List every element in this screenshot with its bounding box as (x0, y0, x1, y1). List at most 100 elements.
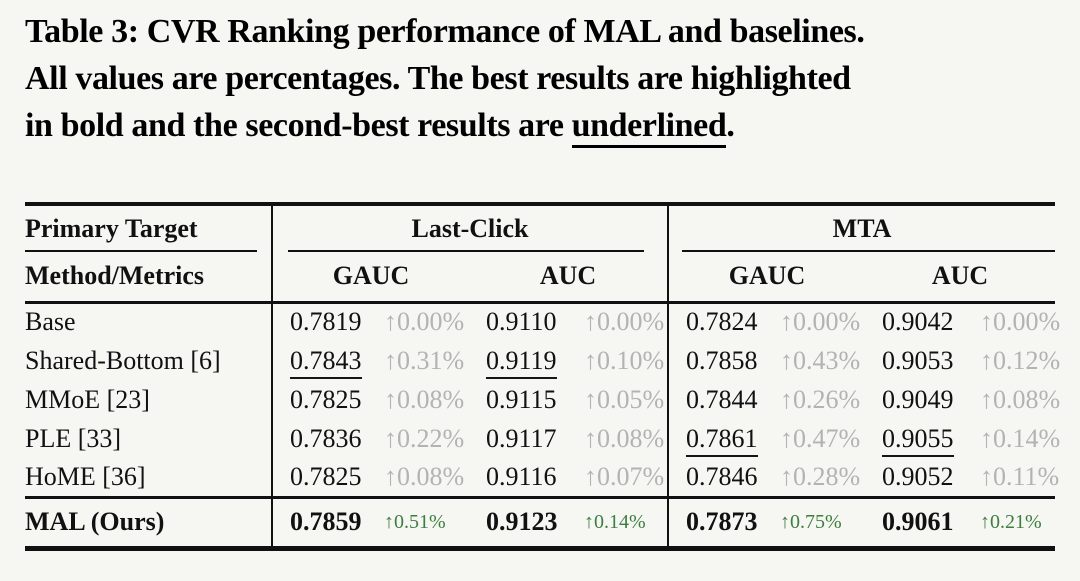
group-header-last-click: Last-Click (271, 204, 668, 252)
metric-value: 0.9110 (486, 307, 557, 337)
metric-value: 0.7819 (290, 307, 362, 337)
cell-lastclick-auc: 0.9115 (469, 380, 584, 419)
metric-value: 0.9053 (882, 345, 954, 375)
group-header-row: Primary Target Last-Click MTA (25, 204, 1057, 252)
header-lastclick-auc: AUC (469, 252, 668, 304)
table-row-mmoe: MMoE [23] 0.7825 ↑0.08% 0.9115 ↑0.05% 0.… (25, 380, 1061, 419)
cell-mta-auc: 0.9042 (865, 302, 980, 341)
cell-lastclick-gauc: 0.7836 (271, 419, 384, 458)
metric-value: 0.7825 (290, 461, 362, 491)
method-name: MAL (Ours) (25, 495, 272, 548)
cell-mta-gauc: 0.7858 (667, 341, 780, 380)
cell-lastclick-auc: 0.9119 (469, 341, 584, 380)
caption-line-2: All values are percentages. The best res… (25, 60, 851, 97)
metric-value: 0.9115 (486, 384, 557, 414)
metric-value: 0.7859 (290, 507, 362, 536)
metric-value: 0.9061 (882, 507, 954, 536)
delta-badge: ↑0.10% (584, 345, 665, 375)
metric-value: 0.7844 (686, 384, 758, 414)
metric-value: 0.9049 (882, 384, 954, 414)
cell-lastclick-gauc: 0.7819 (271, 302, 384, 341)
delta-badge: ↑0.00% (384, 307, 465, 337)
table-row-ple: PLE [33] 0.7836 ↑0.22% 0.9117 ↑0.08% 0.7… (25, 419, 1061, 458)
delta-badge: ↑0.12% (980, 345, 1061, 375)
metric-value: 0.9116 (486, 461, 557, 491)
cell-lastclick-auc: 0.9123 (469, 495, 584, 548)
caption-underlined-word: underlined (571, 107, 727, 148)
cell-mta-auc: 0.9052 (865, 458, 980, 497)
delta-badge: ↑0.14% (584, 495, 668, 548)
delta-badge: ↑0.75% (780, 495, 865, 548)
header-method-metrics: Method/Metrics (25, 252, 272, 304)
delta-badge: ↑0.51% (384, 495, 469, 548)
caption-line-1: Table 3: CVR Ranking performance of MAL … (25, 13, 865, 50)
header-mta-gauc: GAUC (667, 252, 865, 304)
method-name: PLE [33] (25, 423, 122, 453)
header-lastclick-gauc: GAUC (271, 252, 469, 304)
delta-badge: ↑0.08% (384, 461, 465, 491)
delta-badge: ↑0.00% (980, 307, 1061, 337)
delta-badge: ↑0.08% (384, 384, 465, 414)
caption-line-3-post: . (726, 107, 735, 144)
delta-badge: ↑0.31% (384, 345, 465, 375)
cell-lastclick-auc: 0.9110 (469, 302, 584, 341)
metric-value: 0.9117 (486, 423, 557, 453)
delta-badge: ↑0.26% (780, 384, 861, 414)
cell-mta-gauc: 0.7846 (667, 458, 780, 497)
metric-value: 0.7825 (290, 384, 362, 414)
cell-mta-auc: 0.9055 (865, 419, 980, 458)
delta-badge: ↑0.28% (780, 461, 861, 491)
cell-mta-auc: 0.9053 (865, 341, 980, 380)
delta-badge: ↑0.22% (384, 423, 465, 453)
paper-page: Table 3: CVR Ranking performance of MAL … (25, 8, 1061, 551)
cell-lastclick-gauc: 0.7843 (271, 341, 384, 380)
metric-value: 0.9055 (882, 423, 954, 457)
cell-mta-gauc: 0.7873 (667, 495, 780, 548)
metric-header-row: Method/Metrics GAUC AUC GAUC AUC (25, 252, 1056, 304)
metric-value: 0.9042 (882, 307, 954, 337)
table-row-base: Base 0.7819 ↑0.00% 0.9110 ↑0.00% 0.7824 … (25, 302, 1061, 341)
delta-badge: ↑0.08% (584, 423, 665, 453)
delta-badge: ↑0.14% (980, 423, 1061, 453)
metric-value: 0.7873 (686, 507, 758, 536)
delta-badge: ↑0.00% (584, 307, 665, 337)
table-row-mal-ours: MAL (Ours) 0.7859 ↑0.51% 0.9123 ↑0.14% 0… (25, 495, 1056, 548)
method-name: MMoE [23] (25, 384, 150, 414)
table-row-home: HoME [36] 0.7825 ↑0.08% 0.9116 ↑0.07% 0.… (25, 458, 1060, 497)
caption-line-3: in bold and the second-best results are … (25, 102, 1055, 149)
table-caption: Table 3: CVR Ranking performance of MAL … (25, 8, 1055, 149)
metric-value: 0.9119 (486, 345, 557, 379)
cell-lastclick-gauc: 0.7859 (271, 495, 384, 548)
method-name: Shared-Bottom [6] (25, 345, 221, 375)
group-header-mta: MTA (666, 204, 1057, 252)
method-name: HoME [36] (25, 461, 146, 491)
cell-lastclick-auc: 0.9117 (469, 419, 584, 458)
delta-badge: ↑0.11% (980, 461, 1060, 491)
metric-value: 0.7861 (686, 423, 758, 457)
metric-value: 0.7858 (686, 345, 758, 375)
table-row-shared-bottom: Shared-Bottom [6] 0.7843 ↑0.31% 0.9119 ↑… (25, 341, 1061, 380)
metric-value: 0.9123 (486, 507, 558, 536)
method-name: Base (25, 307, 76, 337)
metric-value: 0.7843 (290, 345, 362, 379)
results-table: Primary Target Last-Click MTA Method/Met… (25, 202, 1061, 551)
delta-badge: ↑0.08% (980, 384, 1061, 414)
delta-badge: ↑0.00% (780, 307, 861, 337)
cell-mta-gauc: 0.7844 (667, 380, 780, 419)
cell-lastclick-gauc: 0.7825 (271, 458, 384, 497)
cell-mta-auc: 0.9049 (865, 380, 980, 419)
delta-badge: ↑0.07% (584, 461, 665, 491)
delta-badge: ↑0.21% (980, 495, 1056, 548)
metric-value: 0.7824 (686, 307, 758, 337)
cell-mta-gauc: 0.7824 (667, 302, 780, 341)
metric-value: 0.7836 (290, 423, 362, 453)
delta-badge: ↑0.47% (780, 423, 861, 453)
cell-mta-auc: 0.9061 (865, 495, 980, 548)
delta-badge: ↑0.43% (780, 345, 861, 375)
delta-badge: ↑0.05% (584, 384, 665, 414)
metric-value: 0.7846 (686, 461, 758, 491)
cell-lastclick-gauc: 0.7825 (271, 380, 384, 419)
cell-lastclick-auc: 0.9116 (469, 458, 584, 497)
header-mta-auc: AUC (865, 252, 1056, 304)
header-primary-target: Primary Target (25, 204, 272, 252)
